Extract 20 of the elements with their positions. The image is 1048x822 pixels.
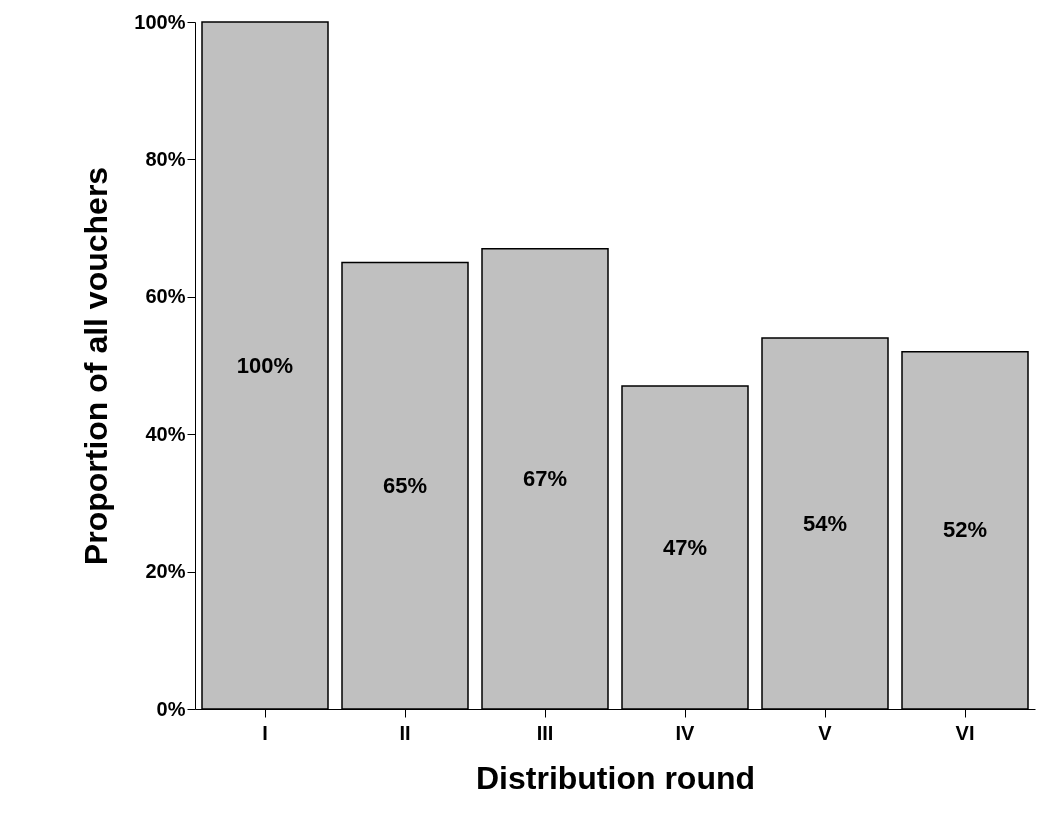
data-label: 65% bbox=[382, 472, 428, 498]
y-tick-label: 100% bbox=[134, 10, 186, 33]
data-label: 100% bbox=[236, 352, 294, 378]
y-tick-label: 40% bbox=[145, 422, 186, 445]
data-label: 54% bbox=[802, 510, 848, 536]
y-tick-label: 80% bbox=[145, 147, 186, 170]
x-axis-title: Distribution round bbox=[475, 759, 756, 796]
x-tick-label: II bbox=[399, 721, 411, 744]
y-tick-label: 60% bbox=[145, 285, 186, 308]
x-tick-label: I bbox=[262, 721, 268, 744]
data-label: 67% bbox=[522, 465, 568, 491]
x-tick-label: III bbox=[536, 721, 554, 744]
x-tick-label: IV bbox=[675, 721, 696, 744]
data-label: 52% bbox=[942, 517, 988, 543]
y-axis-title: Proportion of all vouchers bbox=[78, 166, 115, 566]
y-tick-label: 20% bbox=[145, 560, 186, 583]
x-tick-label: VI bbox=[955, 721, 975, 744]
x-tick-label: V bbox=[818, 721, 833, 744]
data-label: 47% bbox=[662, 534, 708, 560]
y-tick-label: 0% bbox=[156, 697, 186, 720]
